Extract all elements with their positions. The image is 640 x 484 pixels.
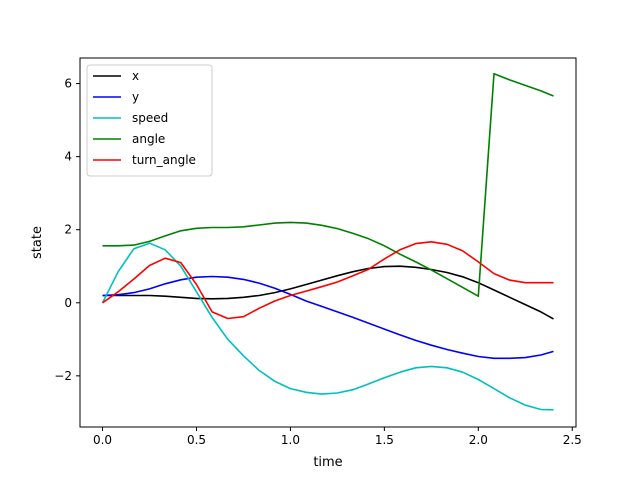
series-line-y (102, 275, 554, 360)
legend-label-angle: angle (132, 132, 165, 146)
legend-box (86, 64, 213, 177)
legend-label-speed: speed (132, 111, 168, 125)
y-tick-label: 4 (64, 150, 72, 164)
series-line-turn-angle (102, 241, 554, 320)
series-line-speed (101, 242, 554, 411)
series-line-x (102, 265, 554, 320)
y-axis-ticks: −2 0 2 4 6 (54, 77, 80, 383)
x-tick-label: 1.5 (375, 433, 394, 447)
legend: xy speed angle turn_angle (86, 64, 213, 177)
x-tick-label: 1.0 (281, 433, 300, 447)
series-line-angle (102, 72, 554, 298)
x-axis-label: time (313, 455, 342, 470)
y-tick-label: 0 (64, 296, 72, 310)
legend-label-y: y (132, 90, 139, 104)
y-tick-label: −2 (54, 369, 72, 383)
legend-label-x: x (132, 69, 139, 83)
x-tick-label: 2.0 (469, 433, 488, 447)
x-tick-label: 0.0 (93, 433, 112, 447)
x-tick-label: 0.5 (187, 433, 206, 447)
y-axis-label: state (30, 226, 45, 259)
legend-label-turn-angle: turn_angle (132, 153, 196, 167)
series-layer (101, 72, 554, 411)
y-tick-label: 6 (64, 77, 72, 91)
x-axis-ticks: 0.0 0.5 1.0 1.5 2.0 2.5 (93, 427, 582, 447)
y-tick-label: 2 (64, 223, 72, 237)
x-tick-label: 2.5 (563, 433, 582, 447)
axes-frame (79, 57, 577, 428)
